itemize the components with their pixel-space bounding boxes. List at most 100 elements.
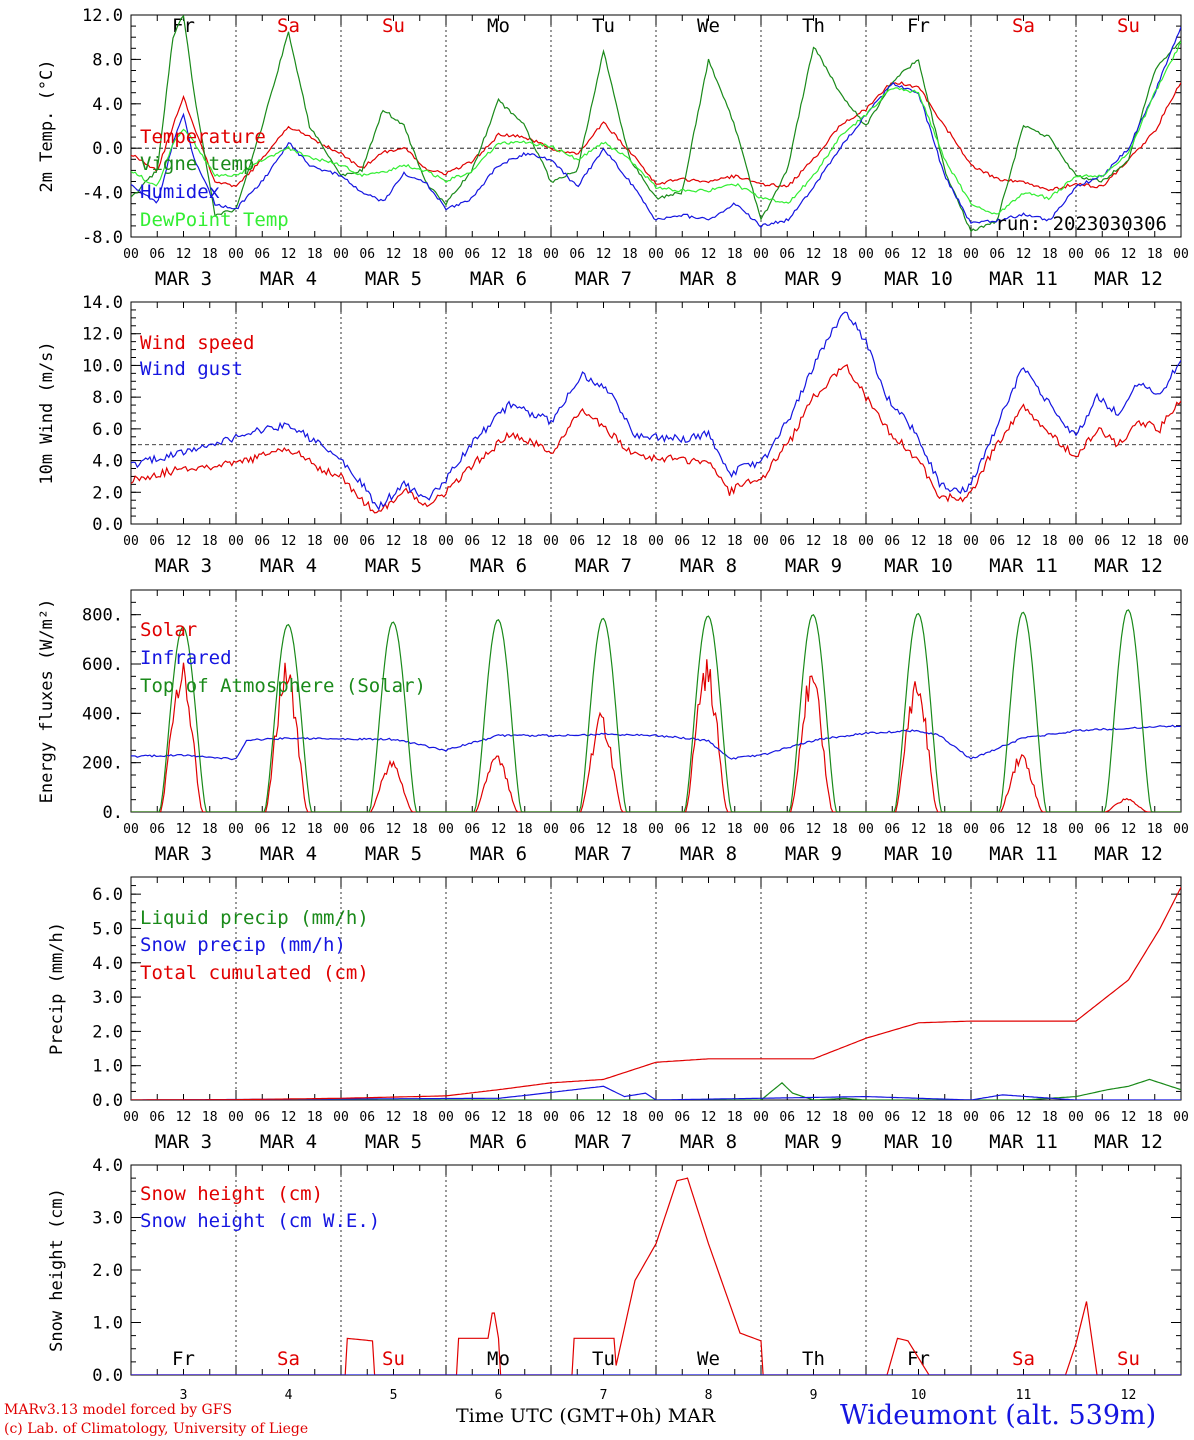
hour-tick-label: 06 bbox=[884, 822, 900, 837]
hour-tick-label: 18 bbox=[832, 822, 848, 837]
y-tick-label: 6.0 bbox=[92, 885, 123, 905]
date-label: MAR 9 bbox=[785, 555, 842, 577]
date-label: MAR 10 bbox=[884, 1131, 953, 1153]
hour-tick-label: 12 bbox=[806, 534, 822, 549]
day-number-label: 9 bbox=[810, 1388, 818, 1403]
hour-tick-label: 18 bbox=[307, 822, 323, 837]
day-number-label: 11 bbox=[1016, 1388, 1032, 1403]
hour-tick-label: 18 bbox=[202, 822, 218, 837]
date-label: MAR 3 bbox=[155, 1131, 212, 1153]
hour-tick-label: 06 bbox=[674, 247, 690, 262]
hour-tick-label: 06 bbox=[464, 822, 480, 837]
hour-tick-label: 00 bbox=[543, 1110, 559, 1125]
hour-tick-label: 18 bbox=[202, 1110, 218, 1125]
hour-tick-label: 12 bbox=[1121, 1110, 1137, 1125]
date-label: MAR 12 bbox=[1094, 843, 1163, 865]
date-label: MAR 7 bbox=[575, 843, 632, 865]
date-label: MAR 8 bbox=[680, 555, 737, 577]
weekday-label: Mo bbox=[487, 15, 510, 37]
y-tick-label: 0.0 bbox=[92, 139, 123, 159]
hour-tick-label: 06 bbox=[359, 1110, 375, 1125]
hour-tick-label: 12 bbox=[596, 822, 612, 837]
hour-tick-label: 12 bbox=[1121, 247, 1137, 262]
hour-tick-label: 12 bbox=[491, 822, 507, 837]
y-tick-label: 5.0 bbox=[92, 919, 123, 939]
hour-tick-label: 06 bbox=[149, 534, 165, 549]
hour-tick-label: 18 bbox=[307, 1110, 323, 1125]
y-tick-label: 800. bbox=[82, 606, 123, 626]
legend-entry: Top of Atmosphere (Solar) bbox=[140, 675, 426, 697]
hour-tick-label: 18 bbox=[517, 247, 533, 262]
hour-tick-label: 18 bbox=[832, 534, 848, 549]
date-label: MAR 12 bbox=[1094, 268, 1163, 290]
date-label: MAR 7 bbox=[575, 1131, 632, 1153]
hour-tick-label: 00 bbox=[228, 534, 244, 549]
hour-tick-label: 00 bbox=[438, 1110, 454, 1125]
hour-tick-label: 06 bbox=[254, 1110, 270, 1125]
hour-tick-label: 12 bbox=[281, 247, 297, 262]
hour-tick-label: 18 bbox=[1042, 247, 1058, 262]
hour-tick-label: 12 bbox=[176, 534, 192, 549]
panel-1: -8.0 -4.0 0.0 4.0 8.0 12.0 2m Temp. (°C) 00 06 12… bbox=[37, 6, 1189, 290]
hour-tick-label: 18 bbox=[937, 822, 953, 837]
hour-tick-label: 18 bbox=[517, 534, 533, 549]
hour-tick-label: 06 bbox=[884, 247, 900, 262]
panel-3: 0. 200. 400. 600. 800. Energy fluxes (W/m²) 00… bbox=[37, 589, 1189, 865]
day-number-label: 10 bbox=[911, 1388, 927, 1403]
hour-tick-label: 00 bbox=[648, 1110, 664, 1125]
y-tick-label: 200. bbox=[82, 754, 123, 774]
hour-tick-label: 12 bbox=[1121, 534, 1137, 549]
hour-tick-label: 18 bbox=[622, 822, 638, 837]
legend-entry: Snow height (cm) bbox=[140, 1183, 323, 1205]
hour-tick-label: 06 bbox=[779, 247, 795, 262]
date-label: MAR 8 bbox=[680, 843, 737, 865]
hour-tick-label: 00 bbox=[438, 822, 454, 837]
hour-tick-label: 00 bbox=[1173, 534, 1189, 549]
hour-tick-label: 00 bbox=[333, 822, 349, 837]
hour-tick-label: 00 bbox=[228, 822, 244, 837]
hour-tick-label: 18 bbox=[727, 247, 743, 262]
hour-tick-label: 06 bbox=[569, 822, 585, 837]
hour-tick-label: 00 bbox=[1068, 534, 1084, 549]
hour-tick-label: 18 bbox=[412, 534, 428, 549]
day-number-label: 12 bbox=[1121, 1388, 1137, 1403]
hour-tick-label: 12 bbox=[491, 247, 507, 262]
hour-tick-label: 12 bbox=[491, 534, 507, 549]
hour-tick-label: 12 bbox=[806, 247, 822, 262]
hour-tick-label: 00 bbox=[543, 534, 559, 549]
hour-tick-label: 12 bbox=[596, 1110, 612, 1125]
y-tick-label: 8.0 bbox=[92, 50, 123, 70]
hour-tick-label: 12 bbox=[701, 822, 717, 837]
hour-tick-label: 06 bbox=[254, 247, 270, 262]
hour-tick-label: 00 bbox=[333, 1110, 349, 1125]
legend-entry: Snow precip (mm/h) bbox=[140, 934, 346, 956]
hour-tick-label: 18 bbox=[412, 822, 428, 837]
legend-entry: Total cumulated (cm) bbox=[140, 962, 369, 984]
series-line-snow-height-cm- bbox=[131, 1177, 1181, 1375]
hour-tick-label: 06 bbox=[149, 822, 165, 837]
legend-entry: Vigne temp bbox=[140, 153, 254, 175]
hour-tick-label: 00 bbox=[333, 534, 349, 549]
hour-tick-label: 18 bbox=[1042, 1110, 1058, 1125]
hour-tick-label: 12 bbox=[386, 1110, 402, 1125]
hour-tick-label: 06 bbox=[359, 247, 375, 262]
hour-tick-label: 00 bbox=[753, 1110, 769, 1125]
series-line-infrared bbox=[131, 724, 1181, 761]
hour-tick-label: 12 bbox=[1016, 534, 1032, 549]
hour-tick-label: 12 bbox=[386, 247, 402, 262]
date-label: MAR 6 bbox=[470, 1131, 527, 1153]
y-tick-label: 0. bbox=[103, 803, 123, 823]
hour-tick-label: 12 bbox=[1121, 822, 1137, 837]
date-label: MAR 3 bbox=[155, 555, 212, 577]
weekday-label: Sa bbox=[1012, 15, 1035, 37]
date-label: MAR 4 bbox=[260, 555, 317, 577]
hour-tick-label: 12 bbox=[281, 1110, 297, 1125]
series-line-wind-speed bbox=[131, 364, 1181, 514]
hour-tick-label: 06 bbox=[1094, 1110, 1110, 1125]
y-tick-label: 1.0 bbox=[92, 1057, 123, 1077]
y-axis-label: Snow height (cm) bbox=[47, 1188, 67, 1352]
hour-tick-label: 18 bbox=[832, 247, 848, 262]
hour-tick-label: 06 bbox=[254, 822, 270, 837]
hour-tick-label: 00 bbox=[963, 1110, 979, 1125]
